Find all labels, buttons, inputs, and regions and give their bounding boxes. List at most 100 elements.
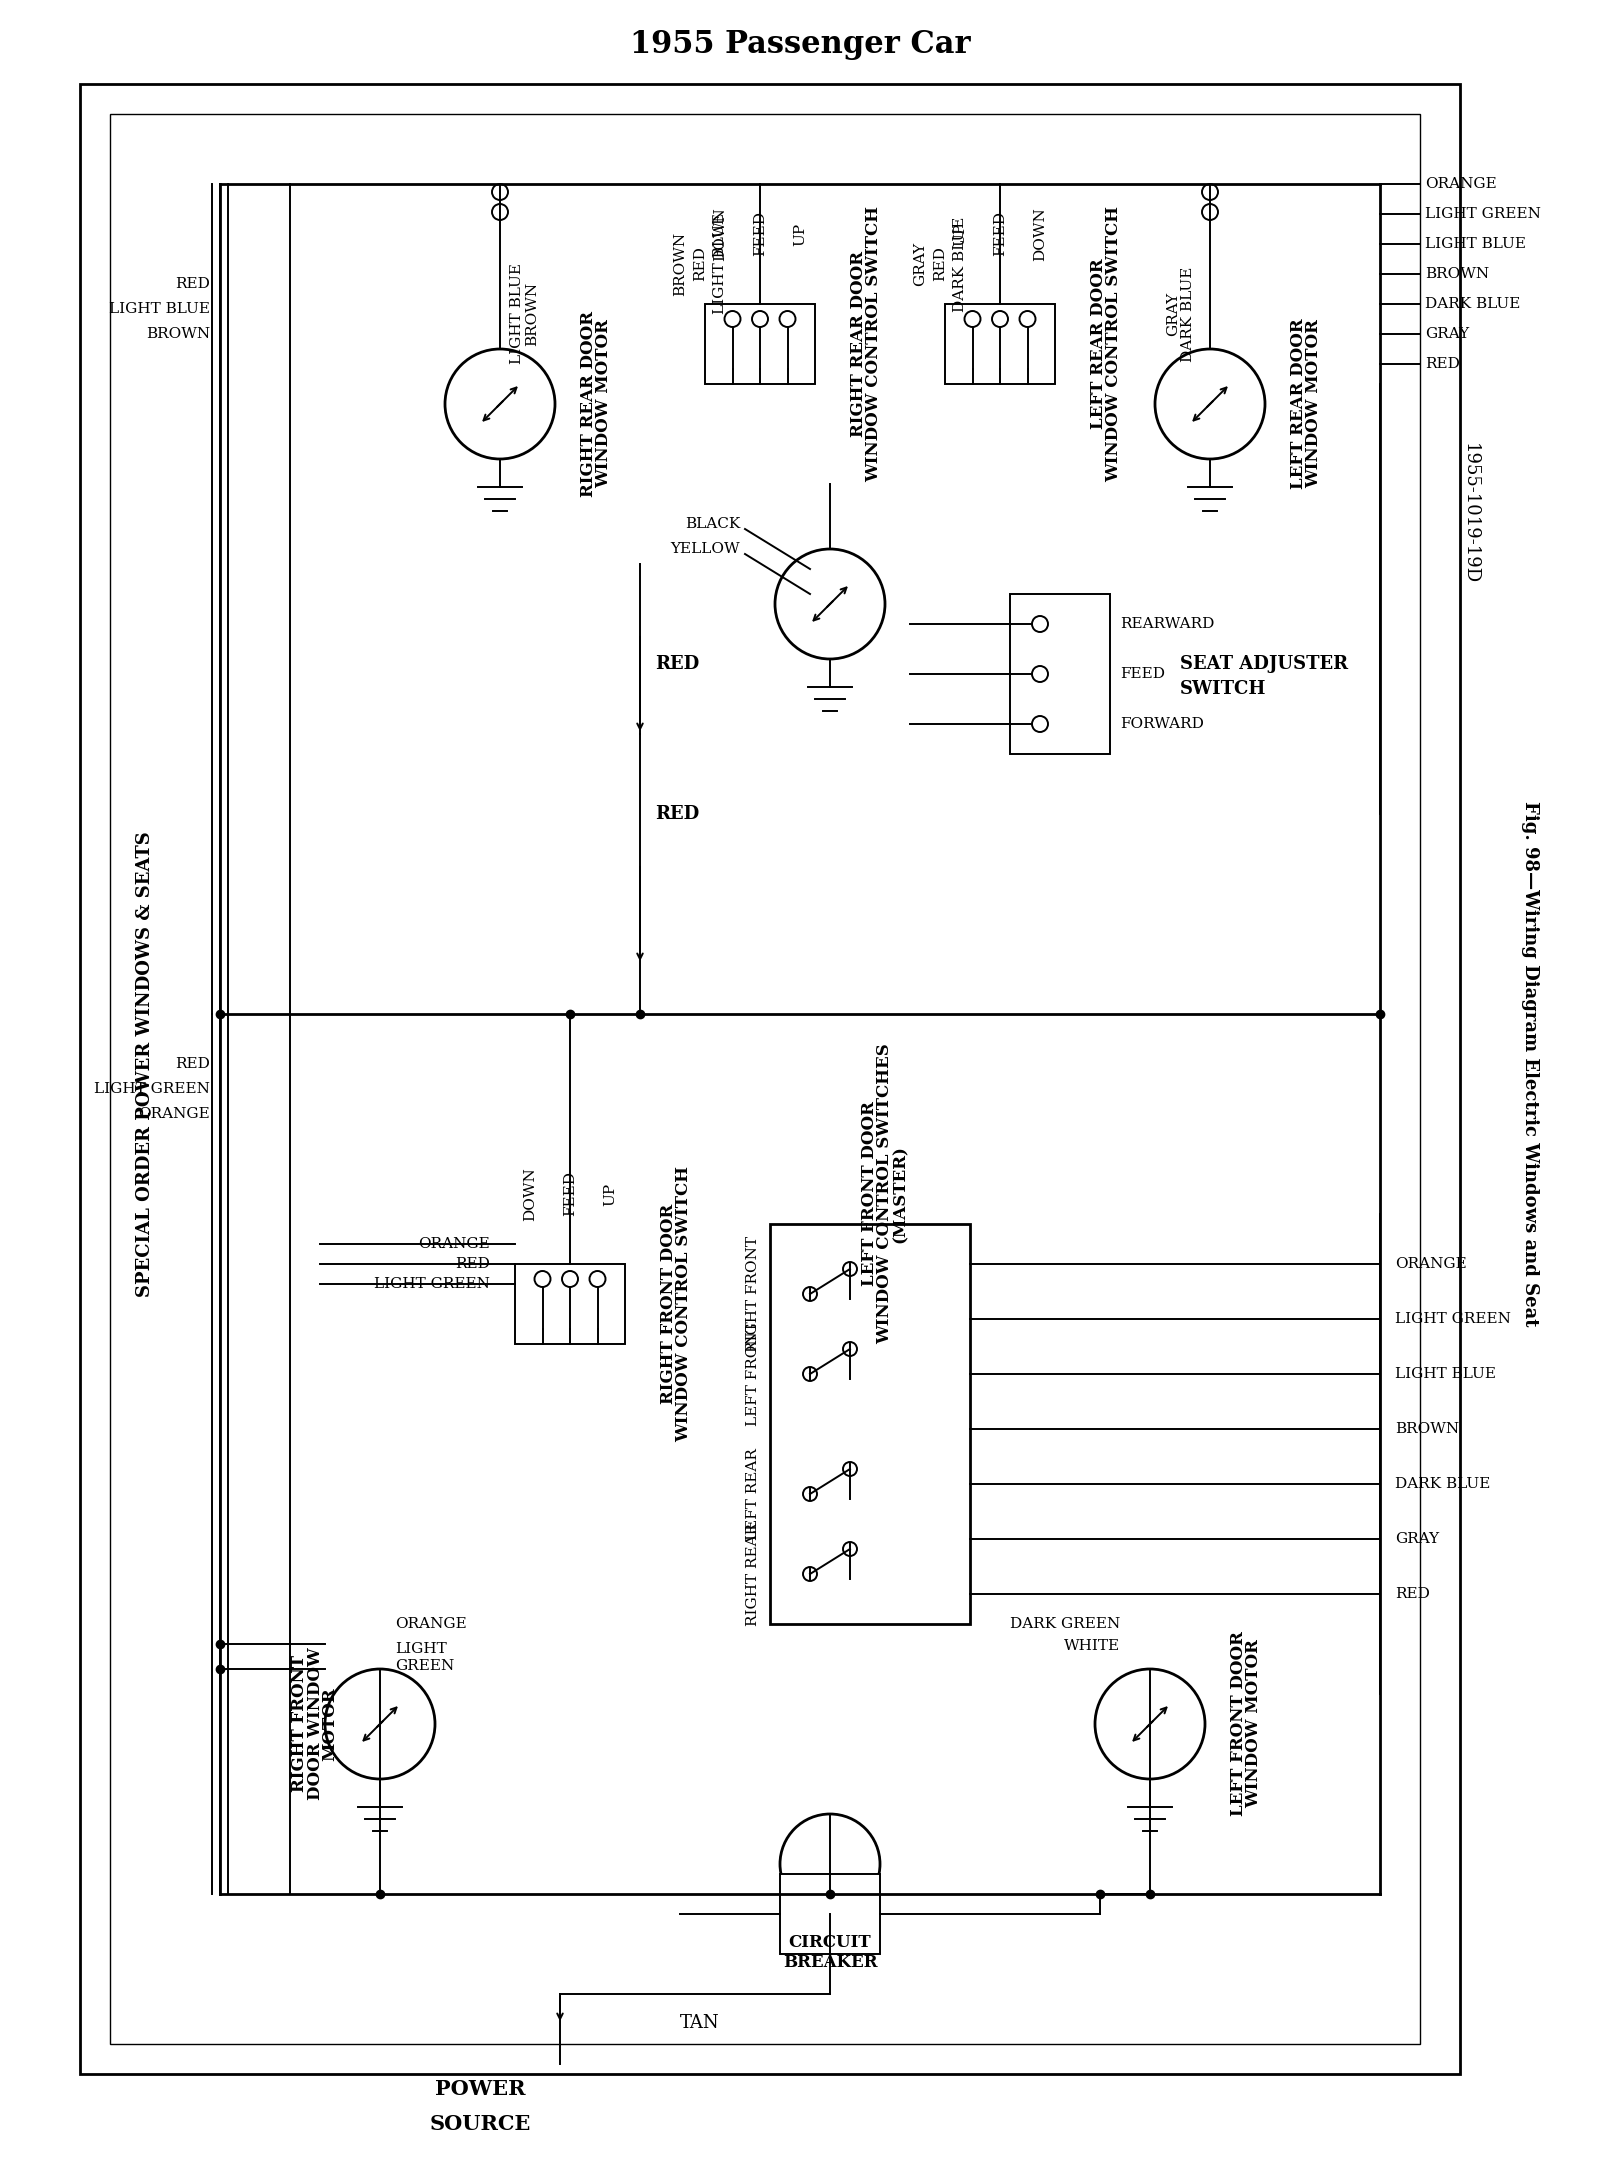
Text: RED: RED [174, 1056, 210, 1071]
Text: WHITE: WHITE [1064, 1638, 1120, 1653]
Text: BROWN: BROWN [525, 281, 539, 346]
Circle shape [493, 203, 509, 221]
Text: DARK BLUE: DARK BLUE [1426, 296, 1520, 312]
Text: GRAY: GRAY [1395, 1532, 1438, 1545]
Text: LIGHT GREEN: LIGHT GREEN [94, 1082, 210, 1095]
Text: GRAY: GRAY [1426, 327, 1469, 342]
Circle shape [325, 1668, 435, 1779]
Text: BREAKER: BREAKER [782, 1954, 877, 1971]
Text: LIGHT BLUE: LIGHT BLUE [510, 264, 525, 364]
Text: (MASTER): (MASTER) [891, 1145, 909, 1242]
Text: UP: UP [794, 223, 806, 245]
Bar [706, 303, 814, 383]
Text: RIGHT REAR DOOR: RIGHT REAR DOOR [579, 312, 597, 498]
Text: YELLOW: YELLOW [670, 541, 739, 556]
Text: RED: RED [454, 1257, 490, 1270]
Circle shape [493, 184, 509, 199]
Text: WINDOW CONTROL SWITCH: WINDOW CONTROL SWITCH [1106, 206, 1122, 483]
Text: DARK BLUE: DARK BLUE [1395, 1478, 1490, 1491]
Text: WINDOW CONTROL SWITCH: WINDOW CONTROL SWITCH [675, 1166, 691, 1441]
Text: ORANGE: ORANGE [418, 1238, 490, 1251]
Text: BROWN: BROWN [674, 232, 686, 296]
Text: DARK BLUE: DARK BLUE [954, 216, 966, 312]
Text: DARK BLUE: DARK BLUE [1181, 266, 1195, 361]
Text: LIGHT GREEN: LIGHT GREEN [1426, 208, 1541, 221]
Bar [1010, 593, 1110, 753]
Text: BROWN: BROWN [1426, 266, 1490, 281]
Text: RIGHT FRONT: RIGHT FRONT [746, 1236, 760, 1352]
Text: FEED: FEED [754, 212, 766, 258]
Circle shape [774, 550, 885, 660]
Bar [515, 1264, 626, 1344]
Text: LEFT FRONT DOOR: LEFT FRONT DOOR [1230, 1632, 1246, 1816]
Text: LEFT REAR: LEFT REAR [746, 1448, 760, 1541]
Text: FEED: FEED [563, 1171, 578, 1216]
Text: MOTOR: MOTOR [322, 1688, 339, 1761]
Text: REARWARD: REARWARD [1120, 617, 1214, 632]
Text: UP: UP [603, 1182, 618, 1205]
Text: ORANGE: ORANGE [1426, 177, 1496, 190]
Text: SEAT ADJUSTER: SEAT ADJUSTER [1181, 656, 1349, 673]
Text: RED: RED [654, 805, 699, 822]
Text: LIGHT: LIGHT [395, 1642, 446, 1655]
Text: WINDOW CONTROL SWITCHES: WINDOW CONTROL SWITCHES [877, 1043, 893, 1344]
Text: POWER: POWER [435, 2080, 525, 2099]
Circle shape [1155, 348, 1266, 459]
Text: SOURCE: SOURCE [429, 2114, 531, 2134]
Text: LEFT REAR DOOR: LEFT REAR DOOR [1090, 260, 1107, 428]
Text: DOOR WINDOW: DOOR WINDOW [307, 1647, 323, 1800]
Text: BLACK: BLACK [685, 517, 739, 530]
Text: RED: RED [654, 656, 699, 673]
Text: LIGHT BLUE: LIGHT BLUE [1395, 1368, 1496, 1381]
Text: RED: RED [693, 247, 707, 281]
Bar [80, 84, 1459, 2073]
Text: RED: RED [1395, 1586, 1430, 1601]
Text: Fig. 98—Wiring Diagram Electric Windows and Seat: Fig. 98—Wiring Diagram Electric Windows … [1522, 801, 1539, 1327]
Circle shape [781, 1813, 880, 1913]
Bar [946, 303, 1054, 383]
Text: DOWN: DOWN [523, 1166, 538, 1220]
Text: WINDOW MOTOR: WINDOW MOTOR [1306, 320, 1322, 489]
Text: TAN: TAN [680, 2015, 720, 2032]
Text: SPECIAL ORDER POWER WINDOWS & SEATS: SPECIAL ORDER POWER WINDOWS & SEATS [136, 831, 154, 1296]
Text: RED: RED [933, 247, 947, 281]
Text: LIGHT BLUE: LIGHT BLUE [714, 214, 726, 314]
Bar [110, 115, 1421, 2045]
Text: GRAY: GRAY [1166, 292, 1181, 335]
Text: 1955-1019-19D: 1955-1019-19D [1461, 444, 1478, 584]
Circle shape [1202, 203, 1218, 221]
Circle shape [445, 348, 555, 459]
Text: RIGHT FRONT: RIGHT FRONT [291, 1655, 309, 1792]
Text: FEED: FEED [1120, 667, 1165, 682]
Text: SWITCH: SWITCH [1181, 679, 1266, 699]
Text: FORWARD: FORWARD [1120, 716, 1203, 731]
Text: RED: RED [174, 277, 210, 290]
Text: DOWN: DOWN [714, 208, 726, 262]
Text: GRAY: GRAY [914, 242, 926, 286]
Text: 1955 Passenger Car: 1955 Passenger Car [630, 28, 970, 58]
Circle shape [1202, 184, 1218, 199]
Text: ORANGE: ORANGE [395, 1617, 467, 1632]
Text: UP: UP [954, 223, 966, 245]
Text: GREEN: GREEN [395, 1660, 454, 1673]
Text: WINDOW MOTOR: WINDOW MOTOR [595, 320, 611, 489]
Text: CIRCUIT: CIRCUIT [789, 1935, 872, 1952]
Text: BROWN: BROWN [1395, 1422, 1459, 1437]
Text: FEED: FEED [994, 212, 1006, 258]
Text: RIGHT REAR DOOR: RIGHT REAR DOOR [850, 251, 867, 437]
Text: LIGHT BLUE: LIGHT BLUE [109, 303, 210, 316]
Text: ORANGE: ORANGE [138, 1108, 210, 1121]
Text: ORANGE: ORANGE [1395, 1257, 1467, 1270]
Text: DOWN: DOWN [1034, 208, 1046, 262]
Text: BROWN: BROWN [146, 327, 210, 342]
Text: WINDOW MOTOR: WINDOW MOTOR [1245, 1640, 1262, 1809]
Text: LIGHT BLUE: LIGHT BLUE [1426, 238, 1526, 251]
Text: WINDOW CONTROL SWITCH: WINDOW CONTROL SWITCH [866, 206, 882, 483]
Text: DARK GREEN: DARK GREEN [1010, 1617, 1120, 1632]
Text: LIGHT GREEN: LIGHT GREEN [374, 1277, 490, 1292]
Text: LIGHT GREEN: LIGHT GREEN [1395, 1311, 1510, 1327]
Text: RIGHT REAR: RIGHT REAR [746, 1523, 760, 1625]
Circle shape [1094, 1668, 1205, 1779]
Text: RED: RED [1426, 357, 1459, 370]
Text: LEFT REAR DOOR: LEFT REAR DOOR [1290, 318, 1307, 489]
